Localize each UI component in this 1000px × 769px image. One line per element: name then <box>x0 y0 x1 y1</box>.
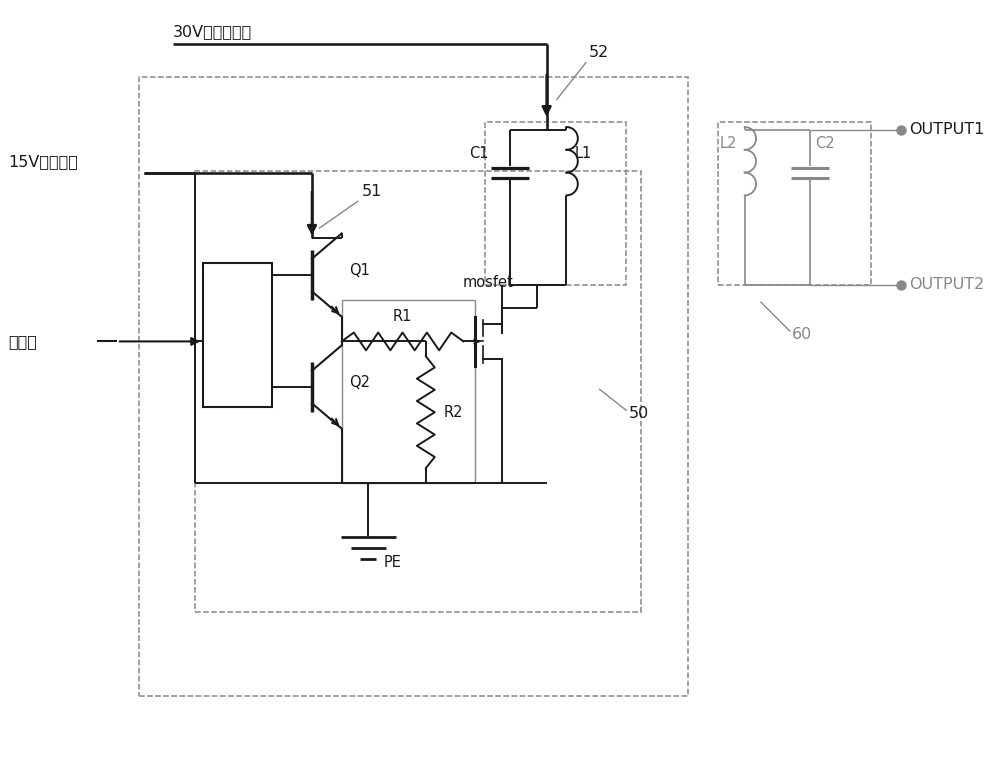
Bar <box>139 77 688 696</box>
Text: L2: L2 <box>719 136 737 151</box>
Text: R2: R2 <box>444 404 463 420</box>
Text: 15V驱动电源: 15V驱动电源 <box>8 154 78 169</box>
Text: R1: R1 <box>393 308 412 324</box>
Text: OUTPUT1: OUTPUT1 <box>909 122 984 137</box>
Text: 60: 60 <box>792 327 812 342</box>
Text: OUTPUT2: OUTPUT2 <box>909 278 984 292</box>
Bar <box>195 171 641 612</box>
Bar <box>342 300 475 483</box>
Text: 52: 52 <box>589 45 609 60</box>
Text: Q1: Q1 <box>350 263 370 278</box>
Bar <box>203 263 272 407</box>
Text: mosfet: mosfet <box>462 275 513 290</box>
Text: Q2: Q2 <box>350 375 371 390</box>
Text: 51: 51 <box>361 184 382 199</box>
Text: PE: PE <box>383 555 401 571</box>
Text: L1: L1 <box>574 146 592 161</box>
Bar <box>718 122 871 285</box>
Text: C2: C2 <box>815 136 835 151</box>
Text: 30V主回路电源: 30V主回路电源 <box>173 25 253 39</box>
Text: C1: C1 <box>469 146 488 161</box>
Text: 50: 50 <box>629 406 649 421</box>
Text: 一方波: 一方波 <box>8 334 37 349</box>
Bar <box>485 122 626 285</box>
